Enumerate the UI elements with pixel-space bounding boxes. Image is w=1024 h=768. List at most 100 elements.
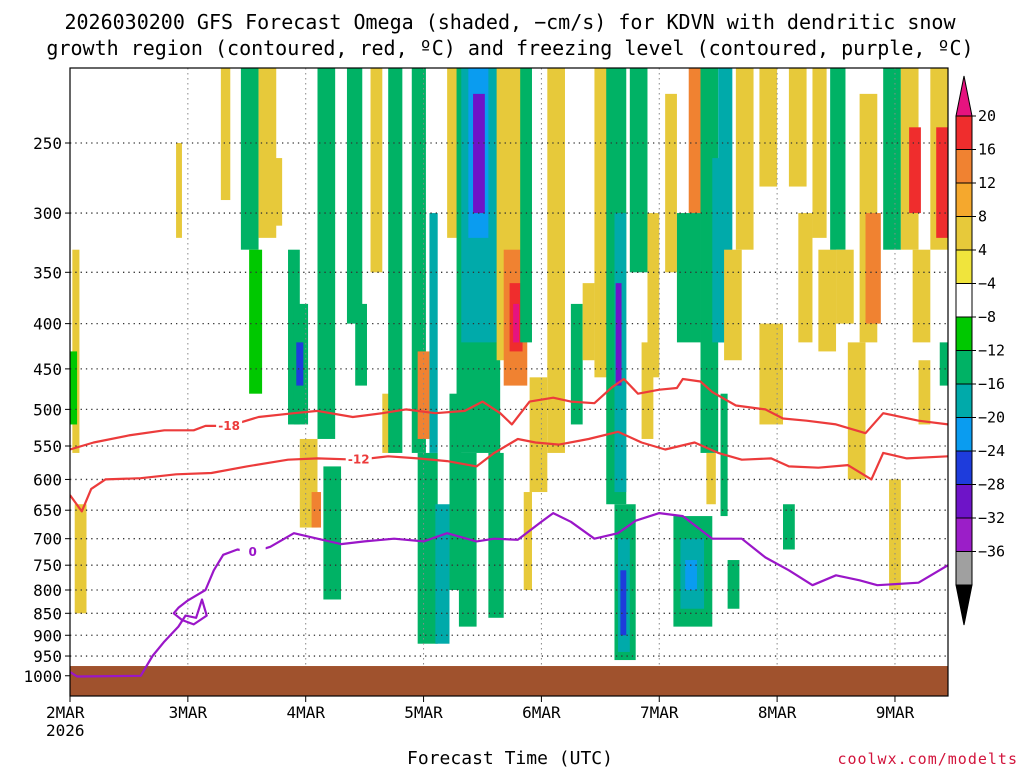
x-tick-sublabel-2MAR: 2026 [46, 721, 85, 740]
y-tick-label-750: 750 [33, 556, 62, 575]
y-tick-label-300: 300 [33, 204, 62, 223]
colorbar-label-2: 12 [978, 174, 996, 192]
colorbar-top-triangle [955, 75, 973, 117]
y-tick-label-600: 600 [33, 470, 62, 489]
omega-cell-60 [685, 560, 697, 590]
omega-cell-51 [629, 68, 648, 273]
omega-cell-16 [346, 68, 363, 324]
omega-cell-76 [830, 68, 846, 250]
colorbar-label-4: 4 [978, 241, 987, 259]
colorbar-segment-10 [955, 450, 973, 485]
title-line-2: growth region (contoured, red, ºC) and f… [46, 36, 973, 60]
colorbar-segment-1 [955, 149, 973, 184]
y-tick-label-900: 900 [33, 626, 62, 645]
colorbar-label-5: −4 [978, 275, 996, 293]
omega-cell-43 [582, 283, 595, 361]
omega-cell-75 [818, 249, 837, 352]
omega-cell-69 [759, 68, 778, 187]
y-axis-pressure: 250 300 350 400 450 500 550 600 650 700 750 800 850 9… [23, 134, 70, 686]
omega-cell-80 [847, 342, 866, 480]
omega-cell-38 [520, 68, 532, 343]
omega-cell-50 [615, 283, 622, 386]
colorbar-segment-13 [955, 551, 973, 586]
title-line-1: 2026030200 GFS Forecast Omega (shaded, −… [64, 10, 956, 34]
dgz-contour--18-label-bg [216, 417, 243, 433]
omega-cell-2 [70, 351, 78, 425]
omega-cell-62 [706, 452, 716, 505]
dgz-contour--12-label-bg [345, 451, 372, 467]
y-tick-label-450: 450 [33, 360, 62, 379]
omega-cell-20 [388, 68, 403, 453]
colorbar-segment-2 [955, 182, 973, 217]
x-tick-label-2MAR: 2MAR [46, 703, 85, 722]
omega-cell-18 [370, 68, 383, 273]
x-tick-label-7MAR: 7MAR [640, 703, 679, 722]
omega-cell-11 [296, 342, 304, 386]
colorbar-segment-11 [955, 484, 973, 519]
omega-cell-33 [488, 452, 504, 618]
colorbar-segment-8 [955, 383, 973, 418]
omega-cell-84 [909, 127, 921, 214]
credit-text: coolwx.com/modelts [837, 750, 1018, 768]
colorbar-label-12: −32 [978, 509, 1005, 527]
omega-cell-3 [176, 143, 182, 238]
y-tick-label-250: 250 [33, 134, 62, 153]
omega-cell-79 [865, 213, 881, 324]
y-tick-label-550: 550 [33, 437, 62, 456]
colorbar-label-1: 16 [978, 141, 996, 159]
omega-cell-54 [665, 93, 677, 273]
omega-cell-31 [473, 93, 485, 214]
grid-lines [70, 68, 948, 696]
omega-cell-53 [647, 213, 660, 378]
omega-cell-13 [311, 492, 322, 528]
colorbar-segment-6 [955, 316, 973, 351]
omega-cell-25 [435, 504, 450, 644]
x-tick-label-6MAR: 6MAR [522, 703, 561, 722]
colorbar-segment-0 [955, 115, 973, 150]
omega-cell-27 [449, 393, 462, 590]
omega-cell-26 [447, 68, 459, 238]
dgz-contour--18 [70, 377, 948, 451]
colorbar-label-13: −36 [978, 543, 1005, 561]
y-tick-label-800: 800 [33, 581, 62, 600]
omega-cell-72 [788, 68, 807, 187]
omega-cell-68 [727, 560, 740, 609]
colorbar: 20 16 12 8 4 −4 −8 −12 −16 −20 −24 −28 −32 −36 [955, 75, 1005, 626]
colorbar-label-9: −20 [978, 409, 1005, 427]
x-tick-label-8MAR: 8MAR [758, 703, 797, 722]
omega-cell-65 [724, 249, 742, 361]
colorbar-segment-7 [955, 350, 973, 385]
freezing-contour-0-label: 0 [248, 545, 256, 559]
omega-cell-1 [74, 504, 87, 614]
colorbar-label-0: 20 [978, 107, 996, 125]
x-tick-label-3MAR: 3MAR [169, 703, 208, 722]
colorbar-segment-5 [955, 283, 973, 318]
omega-cell-39 [523, 492, 532, 590]
colorbar-segment-9 [955, 417, 973, 452]
colorbar-label-10: −24 [978, 442, 1005, 460]
colorbar-segment-4 [955, 249, 973, 284]
omega-cell-71 [783, 504, 795, 550]
omega-cell-85 [912, 249, 931, 343]
omega-cell-17 [355, 303, 367, 386]
omega-cell-86 [918, 360, 931, 425]
omega-cell-63 [712, 158, 725, 343]
x-tick-label-4MAR: 4MAR [286, 703, 325, 722]
dgz-contour--12 [70, 430, 948, 513]
dgz-contour--18-label: -18 [218, 419, 240, 433]
omega-shading [70, 68, 948, 661]
omega-cell-23 [417, 452, 438, 644]
colorbar-bottom-triangle [955, 584, 973, 626]
x-axis-label: Forecast Time (UTC) [407, 748, 613, 768]
ground-rect [70, 666, 948, 696]
omega-cell-42 [570, 303, 583, 425]
x-tick-label-9MAR: 9MAR [876, 703, 915, 722]
colorbar-label-8: −16 [978, 375, 1005, 393]
dgz-contour--12-label: -12 [348, 453, 370, 467]
y-tick-label-1000: 1000 [23, 667, 62, 686]
y-tick-label-400: 400 [33, 315, 62, 334]
y-tick-label-500: 500 [33, 400, 62, 419]
y-tick-label-350: 350 [33, 263, 62, 282]
omega-cell-49 [620, 570, 627, 636]
